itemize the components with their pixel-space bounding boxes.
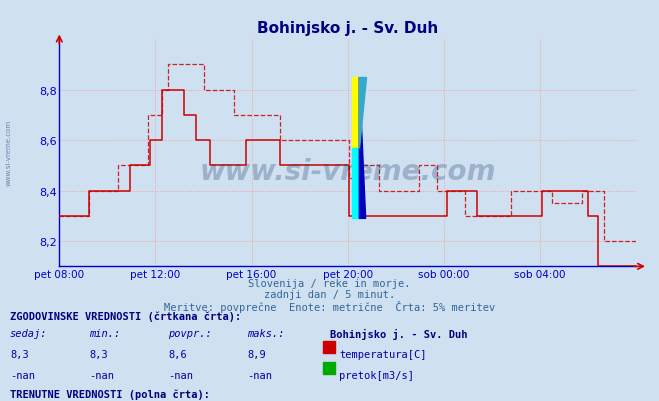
Polygon shape (359, 78, 366, 219)
Text: Bohinjsko j. - Sv. Duh: Bohinjsko j. - Sv. Duh (330, 328, 467, 340)
Text: -nan: -nan (247, 370, 272, 380)
Polygon shape (359, 78, 366, 148)
Title: Bohinjsko j. - Sv. Duh: Bohinjsko j. - Sv. Duh (257, 21, 438, 36)
Text: 8,3: 8,3 (89, 349, 107, 359)
Text: Slovenija / reke in morje.: Slovenija / reke in morje. (248, 279, 411, 289)
Text: www.si-vreme.com: www.si-vreme.com (5, 119, 12, 185)
Text: zadnji dan / 5 minut.: zadnji dan / 5 minut. (264, 290, 395, 300)
Text: www.si-vreme.com: www.si-vreme.com (200, 158, 496, 186)
Text: pretok[m3/s]: pretok[m3/s] (339, 370, 415, 380)
Text: -nan: -nan (168, 370, 193, 380)
Text: 8,9: 8,9 (247, 349, 266, 359)
Text: maks.:: maks.: (247, 328, 285, 338)
Bar (353, 78, 359, 148)
Text: sedaj:: sedaj: (10, 328, 47, 338)
Text: temperatura[C]: temperatura[C] (339, 349, 427, 359)
Text: min.:: min.: (89, 328, 120, 338)
Text: povpr.:: povpr.: (168, 328, 212, 338)
Text: -nan: -nan (89, 370, 114, 380)
Text: -nan: -nan (10, 370, 35, 380)
Text: ZGODOVINSKE VREDNOSTI (črtkana črta):: ZGODOVINSKE VREDNOSTI (črtkana črta): (10, 311, 241, 321)
Text: TRENUTNE VREDNOSTI (polna črta):: TRENUTNE VREDNOSTI (polna črta): (10, 389, 210, 399)
Text: 8,6: 8,6 (168, 349, 186, 359)
Text: 8,3: 8,3 (10, 349, 28, 359)
Bar (353, 148, 359, 219)
Text: Meritve: povprečne  Enote: metrične  Črta: 5% meritev: Meritve: povprečne Enote: metrične Črta:… (164, 300, 495, 312)
